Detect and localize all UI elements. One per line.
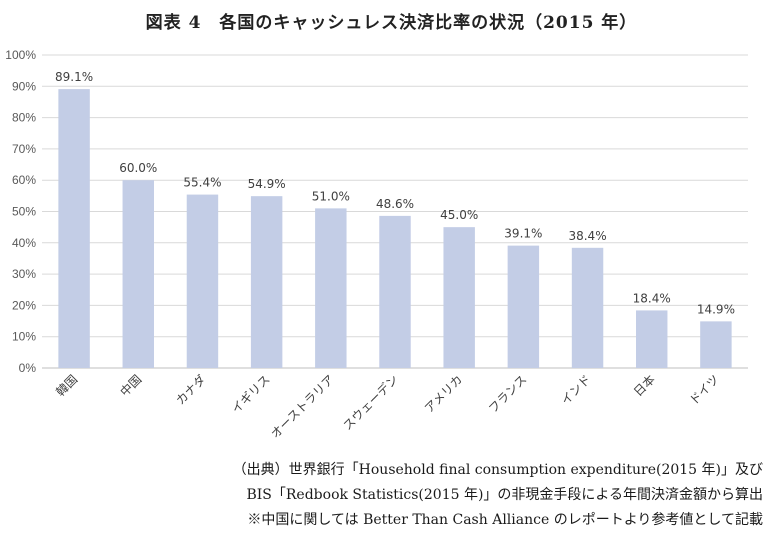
bar	[379, 215, 411, 368]
y-tick-label: 50%	[12, 205, 36, 219]
x-tick-label: 日本	[631, 372, 658, 399]
source-note-1: （出典）世界銀行「Household final consumption exp…	[232, 462, 763, 478]
y-tick-label: 100%	[5, 48, 36, 62]
chart-title: 図表 4 各国のキャッシュレス決済比率の状況（2015 年）	[145, 13, 638, 33]
data-label: 60.0%	[119, 161, 157, 175]
x-tick-label: アメリカ	[422, 372, 465, 415]
bar	[250, 196, 283, 368]
x-tick-label: ドイツ	[687, 372, 722, 407]
x-tick-label: イギリス	[229, 372, 273, 416]
data-label: 55.4%	[183, 176, 221, 190]
data-label: 38.4%	[568, 229, 606, 243]
x-tick-label: フランス	[486, 372, 530, 416]
x-tick-label: 韓国	[53, 372, 80, 399]
data-label: 39.1%	[504, 227, 542, 241]
y-tick-label: 80%	[12, 111, 36, 125]
data-label: 48.6%	[376, 197, 414, 211]
data-label: 18.4%	[633, 291, 671, 305]
bar	[571, 247, 604, 368]
bar	[700, 321, 732, 368]
y-tick-label: 20%	[12, 298, 36, 312]
y-tick-label: 10%	[12, 330, 36, 344]
x-tick-label: インド	[558, 372, 593, 407]
x-tick-label: オーストラリア	[268, 372, 337, 441]
bar	[122, 180, 154, 368]
data-label: 89.1%	[55, 70, 93, 84]
y-tick-label: 60%	[12, 173, 36, 187]
source-note-2: BIS「Redbook Statistics(2015 年)」の非現金手段による…	[246, 487, 763, 503]
source-note-3: ※中国に関しては Better Than Cash Alliance のレポート…	[247, 512, 763, 528]
y-tick-label: 0%	[19, 361, 37, 375]
x-tick-label: スウェーデン	[340, 372, 402, 434]
x-tick-label: 中国	[117, 372, 145, 400]
y-tick-label: 30%	[12, 267, 36, 281]
y-tick-label: 90%	[12, 79, 36, 93]
data-label: 14.9%	[697, 302, 735, 316]
bar	[443, 227, 475, 368]
bar	[507, 245, 540, 368]
chart-plot: 0% 10% 20% 30% 40% 50% 60% 70% 80% 90% 100% 89.1% 韓国…	[5, 48, 748, 441]
data-label: 51.0%	[312, 189, 350, 203]
y-tick-label: 40%	[12, 236, 36, 250]
bar	[186, 194, 219, 368]
bar	[315, 208, 347, 368]
data-label: 45.0%	[440, 208, 478, 222]
source-notes: （出典）世界銀行「Household final consumption exp…	[83, 458, 763, 533]
data-label: 54.9%	[248, 177, 286, 191]
bar	[58, 89, 90, 368]
y-tick-label: 70%	[12, 142, 36, 156]
x-tick-label: カナダ	[173, 372, 209, 408]
bar	[636, 310, 668, 368]
